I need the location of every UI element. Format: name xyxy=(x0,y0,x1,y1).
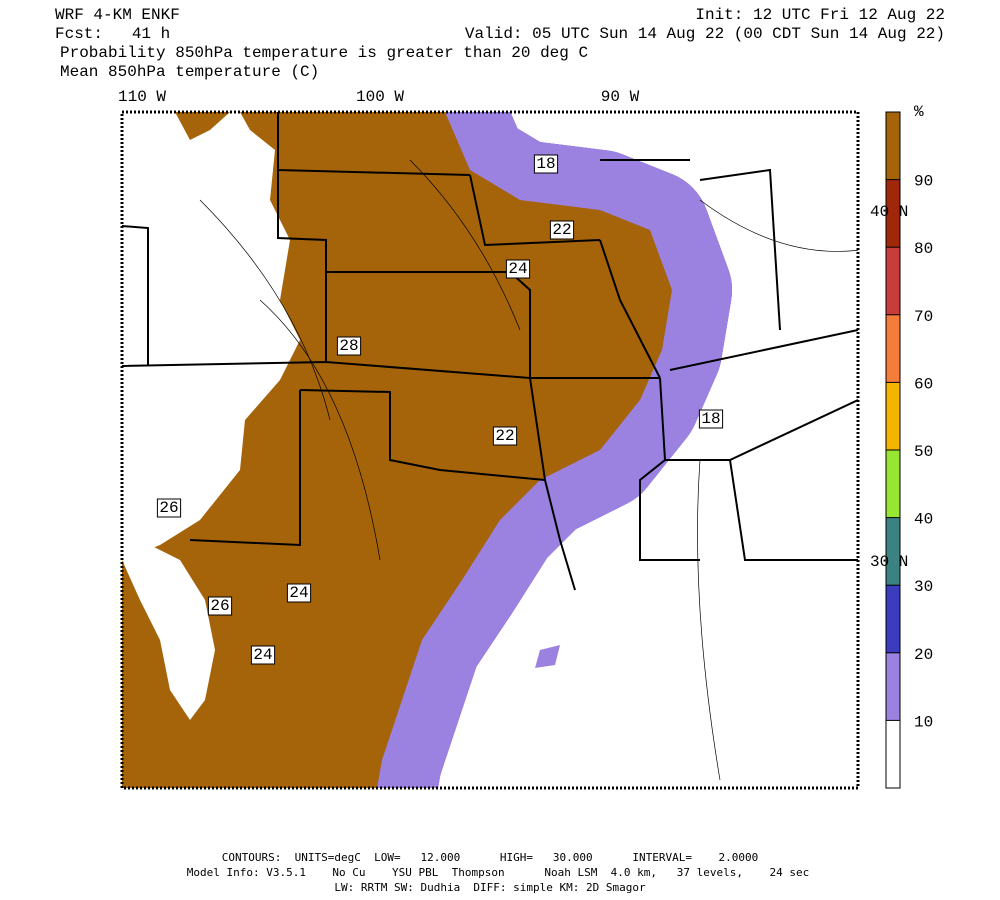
init-time: Init: 12 UTC Fri 12 Aug 22 xyxy=(695,6,945,24)
colorbar-label: 60 xyxy=(914,375,933,393)
footer-physics: LW: RRTM SW: Dudhia DIFF: simple KM: 2D … xyxy=(334,881,646,894)
lon-label: 110 W xyxy=(118,88,166,106)
contour-label-box xyxy=(156,498,182,518)
lat-label: 30 N xyxy=(870,553,908,571)
colorbar-label: 80 xyxy=(914,240,933,258)
contour-label: 24 xyxy=(508,260,527,278)
field-title: Probability 850hPa temperature is greate… xyxy=(60,44,588,62)
colorbar-label: 70 xyxy=(914,308,933,326)
colorbar-label: 40 xyxy=(914,511,933,529)
contour-label-box xyxy=(698,409,724,429)
colorbar-segment xyxy=(886,720,900,788)
map-field xyxy=(122,112,858,788)
colorbar-segment xyxy=(886,652,900,721)
contour-title: Mean 850hPa temperature (C) xyxy=(60,63,319,81)
lon-label: 90 W xyxy=(601,88,640,106)
contour-label-box xyxy=(207,596,233,616)
footer-contours: CONTOURS: UNITS=degC LOW= 12.000 HIGH= 3… xyxy=(222,851,758,864)
contour-label: 28 xyxy=(339,337,358,355)
colorbar-segment xyxy=(886,450,900,518)
contour-label: 24 xyxy=(289,584,308,602)
colorbar-label: 50 xyxy=(914,443,933,461)
colorbar-segment xyxy=(886,585,900,653)
model-title: WRF 4-KM ENKF xyxy=(55,6,180,24)
contour-label-box xyxy=(286,583,312,603)
contour-label: 22 xyxy=(495,427,514,445)
contour-label-box xyxy=(533,154,559,174)
colorbar-unit: % xyxy=(914,103,924,121)
colorbar-segment xyxy=(886,314,900,383)
lat-label: 40 N xyxy=(870,203,908,221)
contour-label: 18 xyxy=(536,155,555,173)
contour-label: 26 xyxy=(210,597,229,615)
colorbar-segment xyxy=(886,382,900,450)
contour-label-box xyxy=(505,259,531,279)
contour-label-box xyxy=(492,426,518,446)
contour-label-box xyxy=(250,645,276,665)
colorbar-segment xyxy=(886,517,900,586)
colorbar-segment xyxy=(886,179,900,248)
forecast-hour: Fcst: 41 h xyxy=(55,25,170,43)
colorbar-label: 90 xyxy=(914,173,933,191)
contour-label-box xyxy=(336,336,362,356)
colorbar-label: 30 xyxy=(914,578,933,596)
colorbar: 10 20 30 40 50 60 70 80 90% xyxy=(885,103,933,789)
colorbar-label: 10 xyxy=(914,713,933,731)
colorbar-label: 20 xyxy=(914,646,933,664)
contour-label: 24 xyxy=(253,646,272,664)
map-frame xyxy=(120,110,860,790)
valid-time: Valid: 05 UTC Sun 14 Aug 22 (00 CDT Sun … xyxy=(465,25,945,43)
contour-label: 22 xyxy=(552,221,571,239)
contour-label: 26 xyxy=(159,499,178,517)
colorbar-segment xyxy=(886,112,900,180)
contour-label-box xyxy=(549,220,575,240)
contour-labels: 18 22 24 28 22 18 26 26 24 24 xyxy=(156,154,724,665)
colorbar-segment xyxy=(886,247,900,315)
footer-model: Model Info: V3.5.1 No Cu YSU PBL Thompso… xyxy=(187,866,810,879)
lon-label: 100 W xyxy=(356,88,404,106)
contour-label: 18 xyxy=(701,410,720,428)
